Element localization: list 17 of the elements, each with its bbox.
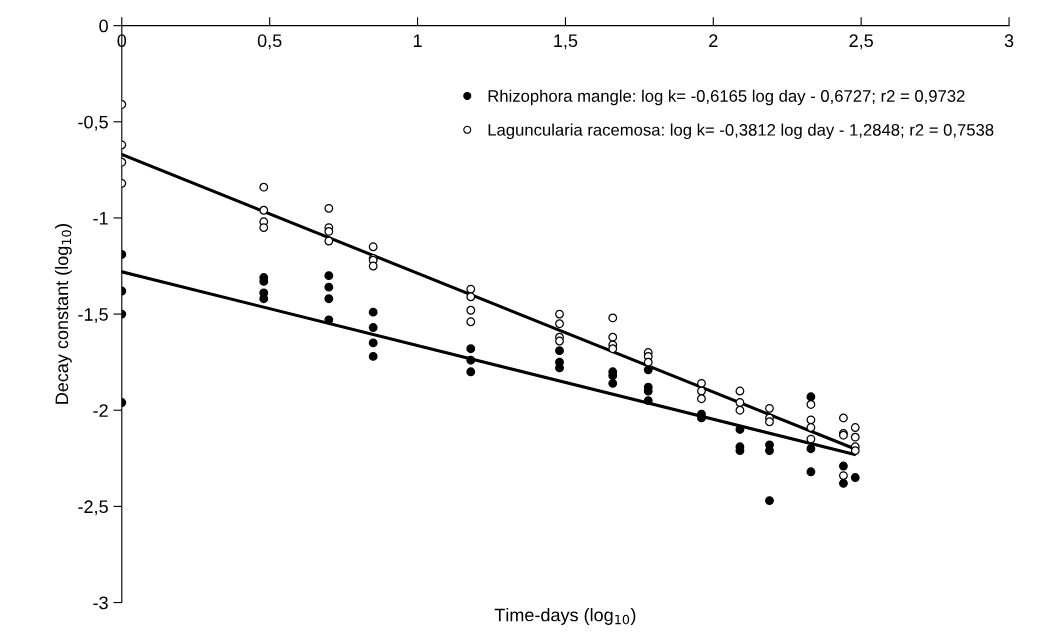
x-tick-label: 2	[709, 34, 718, 47]
x-tick-label: 3	[1004, 34, 1014, 48]
y-tick-label: -0,5	[78, 115, 108, 131]
legend-label: Rhizophora mangle: log k= -0,6165 log day - 0,6727; r2 = 0,9732	[488, 89, 965, 106]
legend-label: Laguncularia racemosa: log k= -0,3812 log day - 1,2848; r2 = 0,7538	[488, 123, 994, 140]
y-tick-label: 0	[99, 19, 108, 33]
x-tick-label: 0,5	[257, 34, 282, 50]
y-tick-label: -2,5	[78, 500, 108, 516]
y-axis-title: Decay constant (log$_{10}$)	[54, 224, 72, 404]
y-tick-label: -1	[93, 212, 108, 225]
x-tick-label: 2,5	[849, 34, 873, 50]
x-axis-title: Time-days (log$_{10}$)	[494, 608, 636, 625]
y-tick-label: -1,5	[78, 308, 108, 323]
x-tick-label: 1	[413, 34, 422, 47]
x-tick-label: 1,5	[554, 34, 578, 50]
y-tick-label: -2	[93, 404, 108, 417]
y-tick-label: -3	[93, 596, 108, 610]
